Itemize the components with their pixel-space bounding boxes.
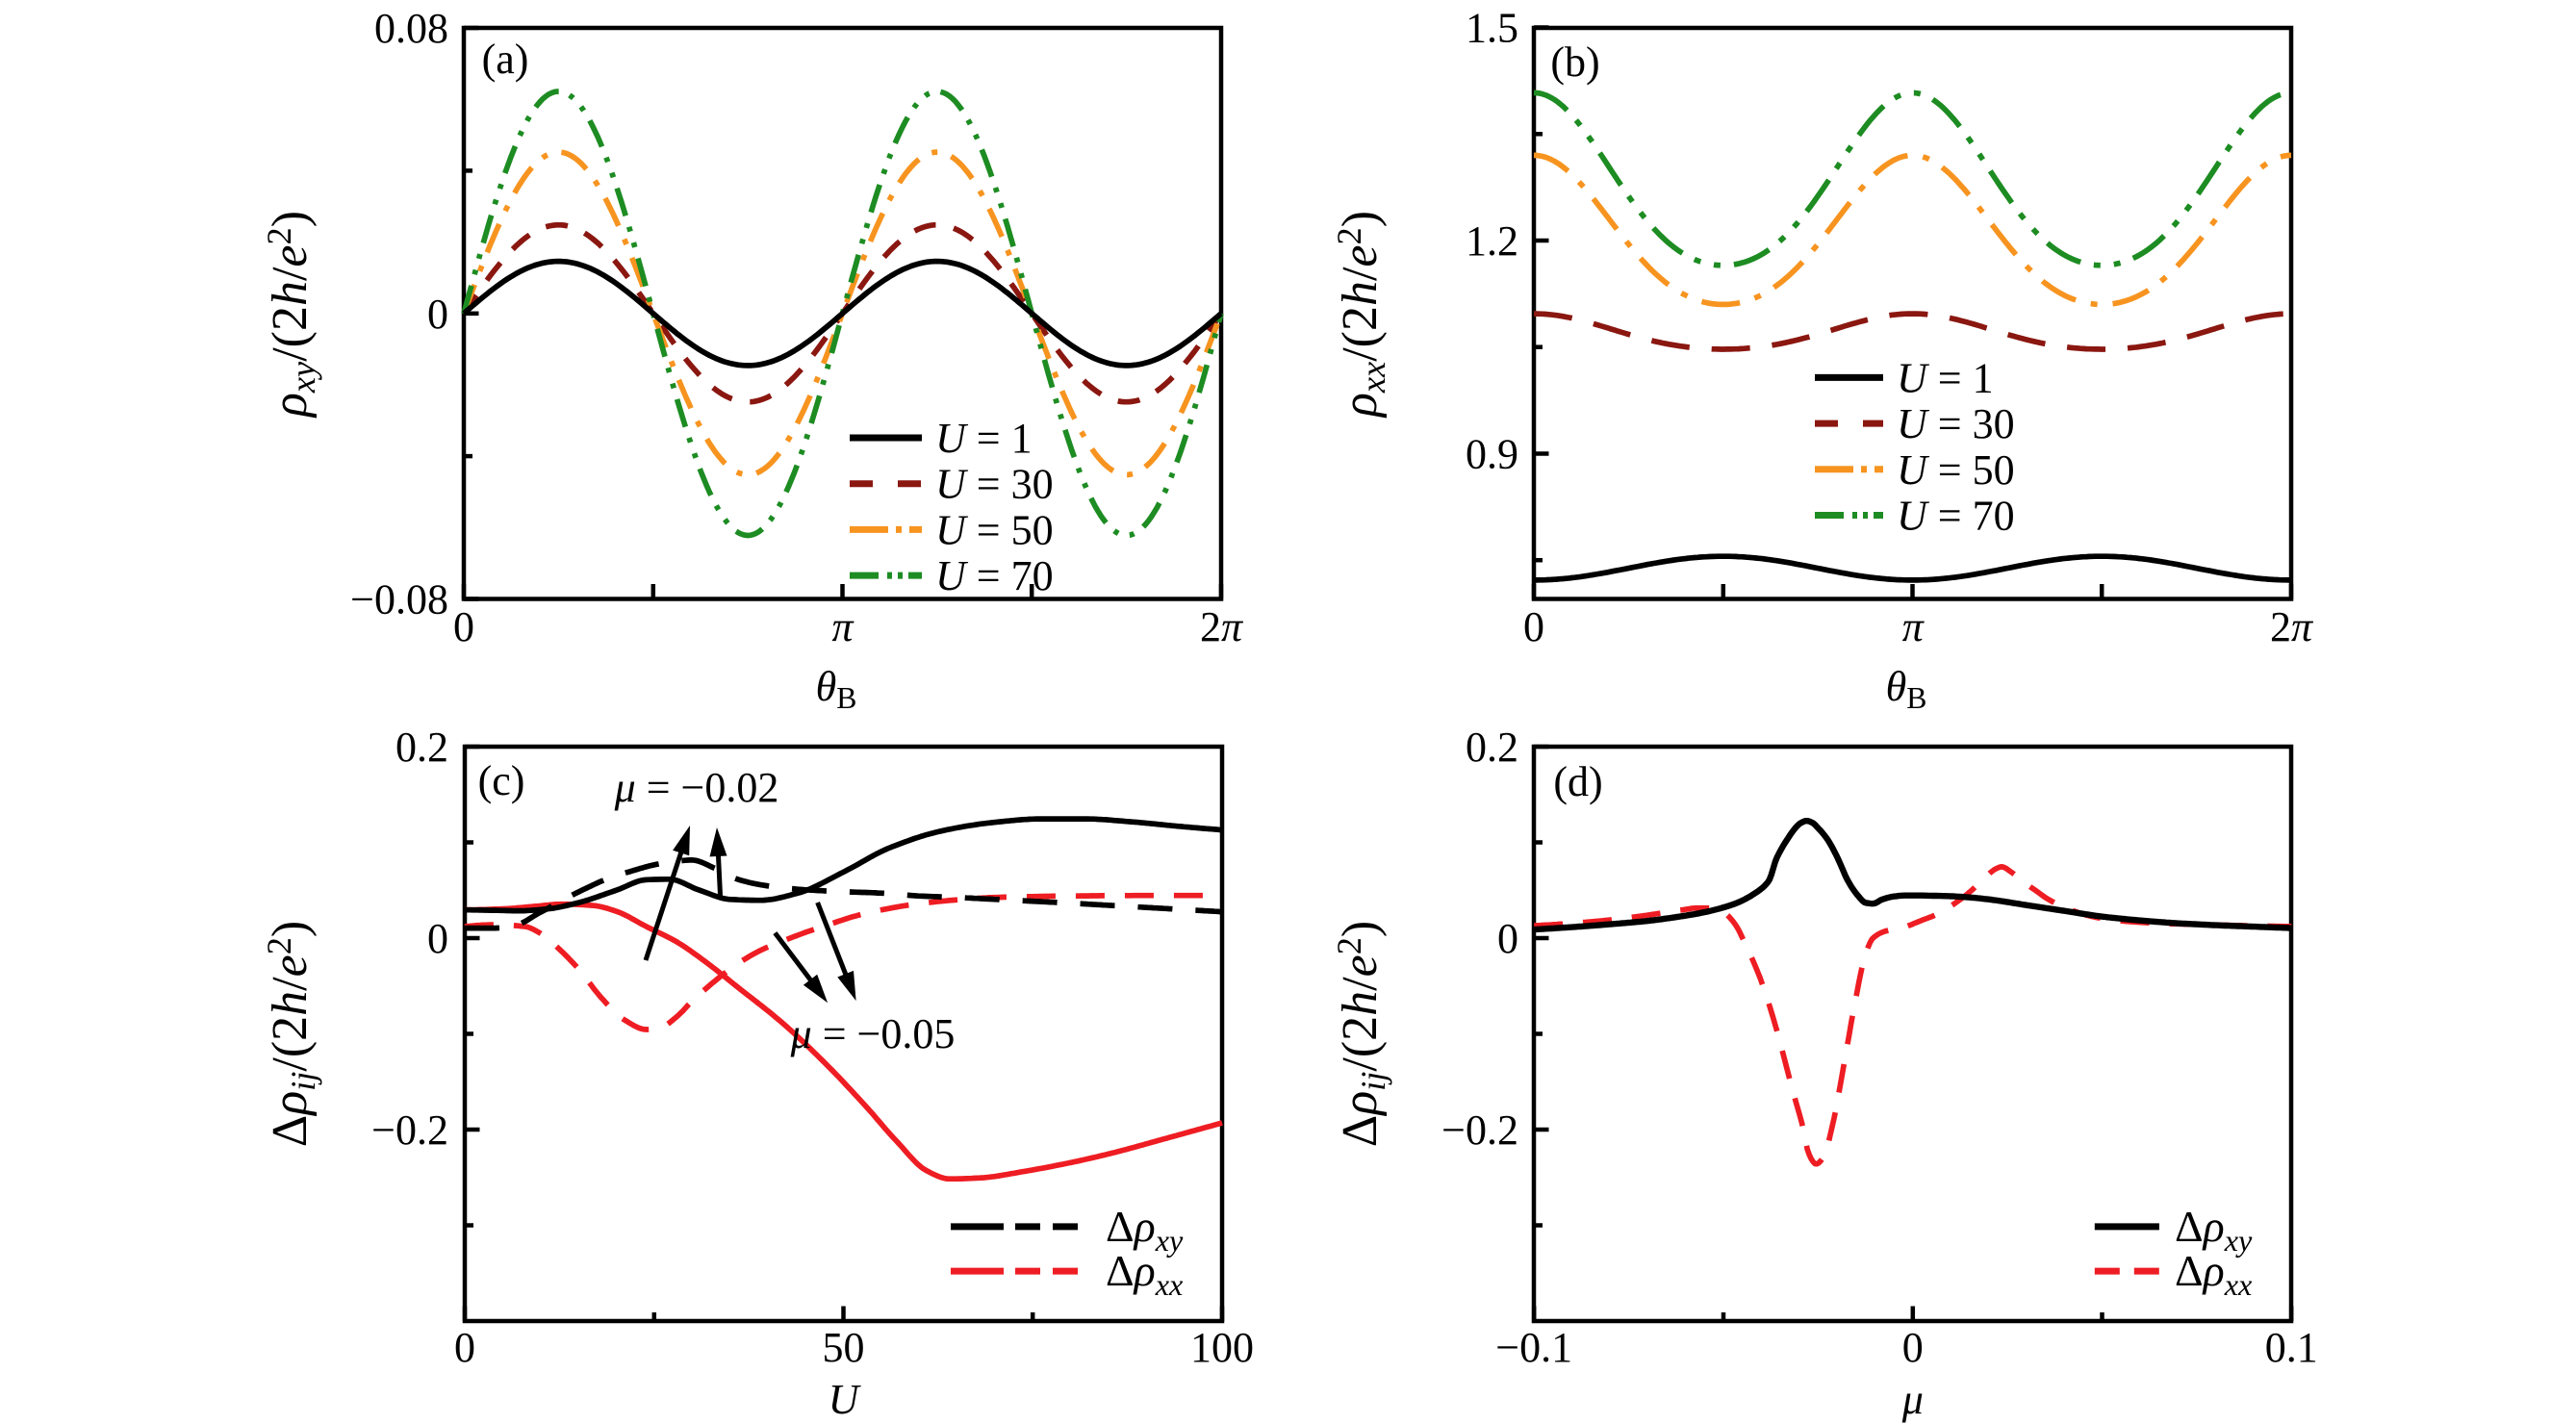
svg-text:(d): (d) [1553,758,1602,805]
svg-text:−0.2: −0.2 [1441,1106,1518,1154]
svg-text:1.5: 1.5 [1466,5,1518,52]
svg-text:0: 0 [427,291,448,338]
svg-text:2π: 2π [1200,603,1244,650]
svg-text:−0.08: −0.08 [350,576,448,623]
svg-text:π: π [1902,603,1926,650]
svg-text:−0.2: −0.2 [371,1106,448,1154]
svg-text:μ = −0.05: μ = −0.05 [790,1010,956,1057]
svg-text:U = 30: U = 30 [935,461,1054,508]
svg-text:Δρxy: Δρxy [2175,1202,2253,1258]
svg-text:0: 0 [1902,1324,1924,1371]
svg-text:μ: μ [1901,1376,1924,1423]
svg-text:U = 50: U = 50 [935,506,1054,553]
svg-text:Δρij/(2h/e2): Δρij/(2h/e2) [260,921,322,1148]
svg-text:U = 1: U = 1 [935,415,1033,462]
svg-text:0: 0 [1523,603,1544,650]
svg-text:1.2: 1.2 [1466,217,1518,265]
svg-text:0.2: 0.2 [395,724,448,771]
svg-text:0.1: 0.1 [2265,1324,2318,1371]
svg-text:U = 70: U = 70 [1897,493,2015,540]
svg-text:Δρij/(2h/e2): Δρij/(2h/e2) [1330,921,1392,1148]
svg-text:U = 1: U = 1 [1897,354,1994,401]
svg-text:0.2: 0.2 [1466,724,1518,771]
svg-text:0: 0 [427,915,448,962]
svg-text:U = 50: U = 50 [1897,446,2015,494]
svg-text:−0.1: −0.1 [1495,1324,1572,1371]
svg-text:(a): (a) [482,36,529,83]
svg-text:0: 0 [454,1324,475,1371]
svg-text:μ = −0.02: μ = −0.02 [614,764,779,811]
svg-text:50: 50 [823,1324,865,1371]
svg-text:0: 0 [453,603,474,650]
svg-text:π: π [831,603,854,650]
svg-text:2π: 2π [2270,603,2314,650]
svg-text:θB: θB [1886,663,1927,715]
svg-text:0.9: 0.9 [1466,431,1518,478]
svg-text:0: 0 [1497,915,1518,962]
svg-text:U: U [829,1376,862,1423]
svg-text:U = 70: U = 70 [935,552,1054,599]
svg-text:Δρxy: Δρxy [1106,1202,1184,1258]
svg-text:(b): (b) [1550,38,1599,86]
svg-text:θB: θB [816,663,857,715]
svg-text:U = 30: U = 30 [1897,400,2015,447]
svg-text:100: 100 [1190,1324,1254,1371]
svg-text:0.08: 0.08 [374,5,448,52]
svg-text:(c): (c) [478,757,525,804]
